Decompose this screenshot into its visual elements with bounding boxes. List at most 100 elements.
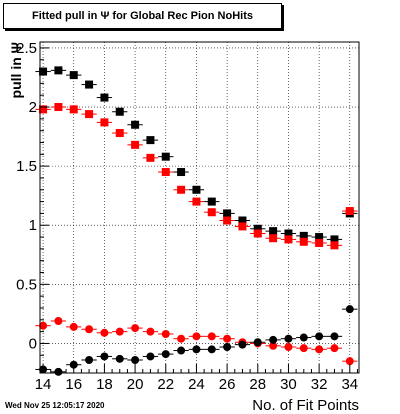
x-axis-label: No. of Fit Points (252, 397, 359, 414)
x-tick-label: 16 (65, 376, 82, 393)
data-point-square (54, 66, 63, 75)
data-point-square (100, 118, 109, 127)
data-point-circle (131, 355, 140, 364)
data-point-square (269, 234, 278, 243)
data-point-circle (207, 345, 216, 354)
x-tick-label: 32 (311, 376, 328, 393)
data-point-square (269, 227, 278, 236)
data-point-square (161, 152, 170, 161)
data-point-circle (177, 346, 186, 355)
data-point-square (207, 208, 216, 217)
y-tick-label: 1 (29, 217, 37, 234)
data-point-circle (299, 333, 308, 342)
data-point-square (345, 207, 354, 216)
y-axis-label: pull in Ψ (8, 42, 24, 98)
data-point-circle (315, 345, 324, 354)
y-tick-label: 2 (29, 99, 37, 116)
data-point-circle (69, 322, 78, 331)
data-point-square (161, 168, 170, 177)
x-tick-label: 20 (127, 376, 144, 393)
data-point-circle (192, 345, 201, 354)
data-point-circle (115, 327, 124, 336)
series-1 (35, 103, 358, 250)
data-point-circle (146, 327, 155, 336)
data-point-circle (39, 321, 48, 330)
data-point-square (330, 241, 339, 250)
data-point-circle (115, 354, 124, 363)
data-point-square (315, 233, 324, 242)
data-point-square (100, 93, 109, 102)
data-point-circle (161, 350, 170, 359)
data-point-square (54, 103, 63, 112)
data-point-square (177, 168, 186, 177)
data-point-square (131, 140, 140, 149)
axis-ticks: 14 16 18 20 22 24 26 28 30 32 34 0 0.5 1 1.5 2 2.5 (16, 40, 358, 393)
chart-title: Fitted pull in Ψ for Global Rec Pion NoH… (32, 10, 253, 22)
chart-title-box: Fitted pull in Ψ for Global Rec Pion NoH… (3, 3, 282, 29)
data-point-circle (284, 342, 293, 351)
data-point-circle (85, 325, 94, 334)
x-tick-label: 26 (219, 376, 236, 393)
data-point-circle (253, 338, 262, 347)
data-point-circle (100, 328, 109, 337)
y-tick-label: 2.5 (16, 40, 37, 57)
data-point-circle (161, 329, 170, 338)
data-point-square (299, 237, 308, 246)
data-point-square (238, 222, 247, 231)
data-point-square (223, 216, 232, 225)
y-tick-label: 0 (29, 335, 37, 352)
timestamp: Wed Nov 25 12:05:17 2020 (5, 401, 105, 410)
x-tick-label: 24 (188, 376, 205, 393)
data-point-square (253, 229, 262, 238)
data-point-circle (345, 357, 354, 366)
data-point-circle (223, 342, 232, 351)
data-point-square (192, 185, 201, 194)
data-point-square (223, 209, 232, 218)
x-tick-label: 18 (96, 376, 113, 393)
data-point-square (39, 105, 48, 114)
data-point-square (177, 185, 186, 194)
y-tick-label: 0.5 (16, 276, 37, 293)
data-point-square (284, 235, 293, 244)
data-point-square (115, 129, 124, 138)
series-3 (35, 305, 358, 376)
data-point-circle (284, 334, 293, 343)
data-point-square (207, 197, 216, 206)
data-point-square (192, 197, 201, 206)
data-point-square (85, 80, 94, 89)
data-point-square (69, 105, 78, 114)
data-point-circle (192, 332, 201, 341)
data-point-circle (54, 316, 63, 325)
data-point-square (85, 110, 94, 119)
data-point-circle (146, 352, 155, 361)
data-point-square (115, 107, 124, 116)
x-tick-label: 14 (35, 376, 52, 393)
x-tick-label: 34 (341, 376, 358, 393)
data-point-circle (223, 334, 232, 343)
data-point-square (146, 153, 155, 162)
data-point-circle (345, 305, 354, 314)
data-point-square (299, 231, 308, 240)
data-point-circle (315, 332, 324, 341)
data-point-circle (85, 355, 94, 364)
data-point-square (330, 235, 339, 244)
data-point-circle (131, 324, 140, 333)
data-point-square (253, 224, 262, 233)
data-point-square (69, 71, 78, 80)
data-point-circle (299, 344, 308, 353)
data-point-circle (269, 341, 278, 350)
data-point-square (131, 120, 140, 129)
x-tick-label: 22 (157, 376, 174, 393)
data-point-circle (177, 334, 186, 343)
data-point-square (146, 136, 155, 145)
grid-lines (40, 42, 359, 373)
data-point-circle (100, 352, 109, 361)
y-tick-label: 1.5 (16, 158, 37, 175)
data-point-square (315, 238, 324, 247)
data-point-circle (207, 332, 216, 341)
data-point-circle (269, 335, 278, 344)
data-point-circle (330, 344, 339, 353)
data-point-circle (330, 332, 339, 341)
plot-frame (39, 41, 360, 374)
